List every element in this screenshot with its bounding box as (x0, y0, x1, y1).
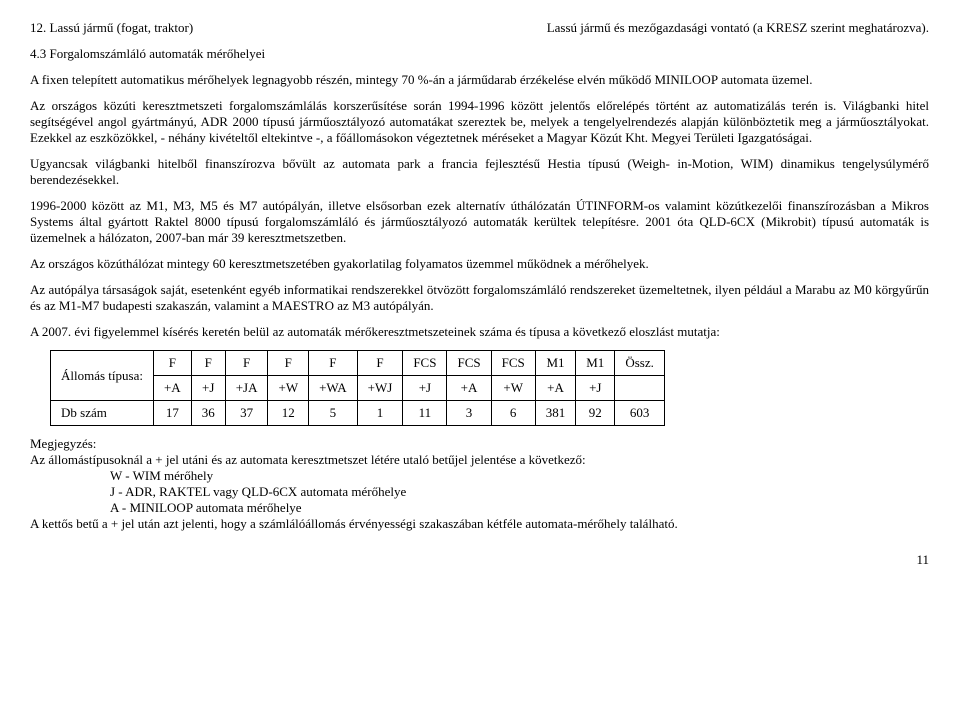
table-cell: FCS (403, 351, 447, 376)
table-cell: 1 (357, 401, 403, 426)
table-cell: F (268, 351, 309, 376)
table-cell: 37 (225, 401, 268, 426)
table-cell: F (191, 351, 225, 376)
table-cell: 5 (309, 401, 358, 426)
table-cell: 17 (153, 401, 191, 426)
table-cell: +W (491, 376, 535, 401)
table-cell: F (309, 351, 358, 376)
table-header-label: Állomás típusa: (51, 351, 154, 401)
table-cell: +A (153, 376, 191, 401)
table-cell (615, 376, 665, 401)
table-cell: F (357, 351, 403, 376)
paragraph-6: Az autópálya társaságok saját, esetenkén… (30, 282, 929, 314)
paragraph-4: 1996-2000 között az M1, M3, M5 és M7 aut… (30, 198, 929, 246)
note-label: Megjegyzés: (30, 436, 929, 452)
table-cell: Össz. (615, 351, 665, 376)
definition-right: Lassú jármű és mezőgazdasági vontató (a … (547, 20, 929, 36)
table-cell: F (153, 351, 191, 376)
table-cell: 36 (191, 401, 225, 426)
table-cell: FCS (447, 351, 491, 376)
table-cell: 92 (576, 401, 615, 426)
table-cell: M1 (576, 351, 615, 376)
table-row-label: Db szám (51, 401, 154, 426)
paragraph-5: Az országos közúthálózat mintegy 60 kere… (30, 256, 929, 272)
table-cell: FCS (491, 351, 535, 376)
table-cell: 603 (615, 401, 665, 426)
table-cell: +JA (225, 376, 268, 401)
table-cell: 381 (535, 401, 576, 426)
table-cell: F (225, 351, 268, 376)
table-cell: +J (576, 376, 615, 401)
table-cell: +WA (309, 376, 358, 401)
note-w: W - WIM mérőhely (110, 468, 929, 484)
table-cell: +A (535, 376, 576, 401)
section-title: 4.3 Forgalomszámláló automaták mérőhelye… (30, 46, 929, 62)
table-cell: +WJ (357, 376, 403, 401)
table-cell: 3 (447, 401, 491, 426)
note-list: W - WIM mérőhely J - ADR, RAKTEL vagy QL… (110, 468, 929, 516)
table-cell: +A (447, 376, 491, 401)
paragraph-1: A fixen telepített automatikus mérőhelye… (30, 72, 929, 88)
table-cell: 6 (491, 401, 535, 426)
page-number: 11 (30, 552, 929, 568)
table-cell: +W (268, 376, 309, 401)
note-j: J - ADR, RAKTEL vagy QLD-6CX automata mé… (110, 484, 929, 500)
table-cell: 11 (403, 401, 447, 426)
definition-left: 12. Lassú jármű (fogat, traktor) (30, 20, 193, 36)
table-cell: +J (191, 376, 225, 401)
note-p2: A kettős betű a + jel után azt jelenti, … (30, 516, 929, 532)
station-table: Állomás típusa: F F F F F F FCS FCS FCS … (50, 350, 665, 426)
paragraph-3: Ugyancsak világbanki hitelből finanszíro… (30, 156, 929, 188)
table-row: Db szám 17 36 37 12 5 1 11 3 6 381 92 60… (51, 401, 665, 426)
table-cell: M1 (535, 351, 576, 376)
paragraph-7: A 2007. évi figyelemmel kísérés keretén … (30, 324, 929, 340)
paragraph-2: Az országos közúti keresztmetszeti forga… (30, 98, 929, 146)
note-p1: Az állomástípusoknál a + jel utáni és az… (30, 452, 929, 468)
definition-row: 12. Lassú jármű (fogat, traktor) Lassú j… (30, 20, 929, 36)
note-a: A - MINILOOP automata mérőhelye (110, 500, 929, 516)
table-row: Állomás típusa: F F F F F F FCS FCS FCS … (51, 351, 665, 376)
table-cell: +J (403, 376, 447, 401)
table-cell: 12 (268, 401, 309, 426)
